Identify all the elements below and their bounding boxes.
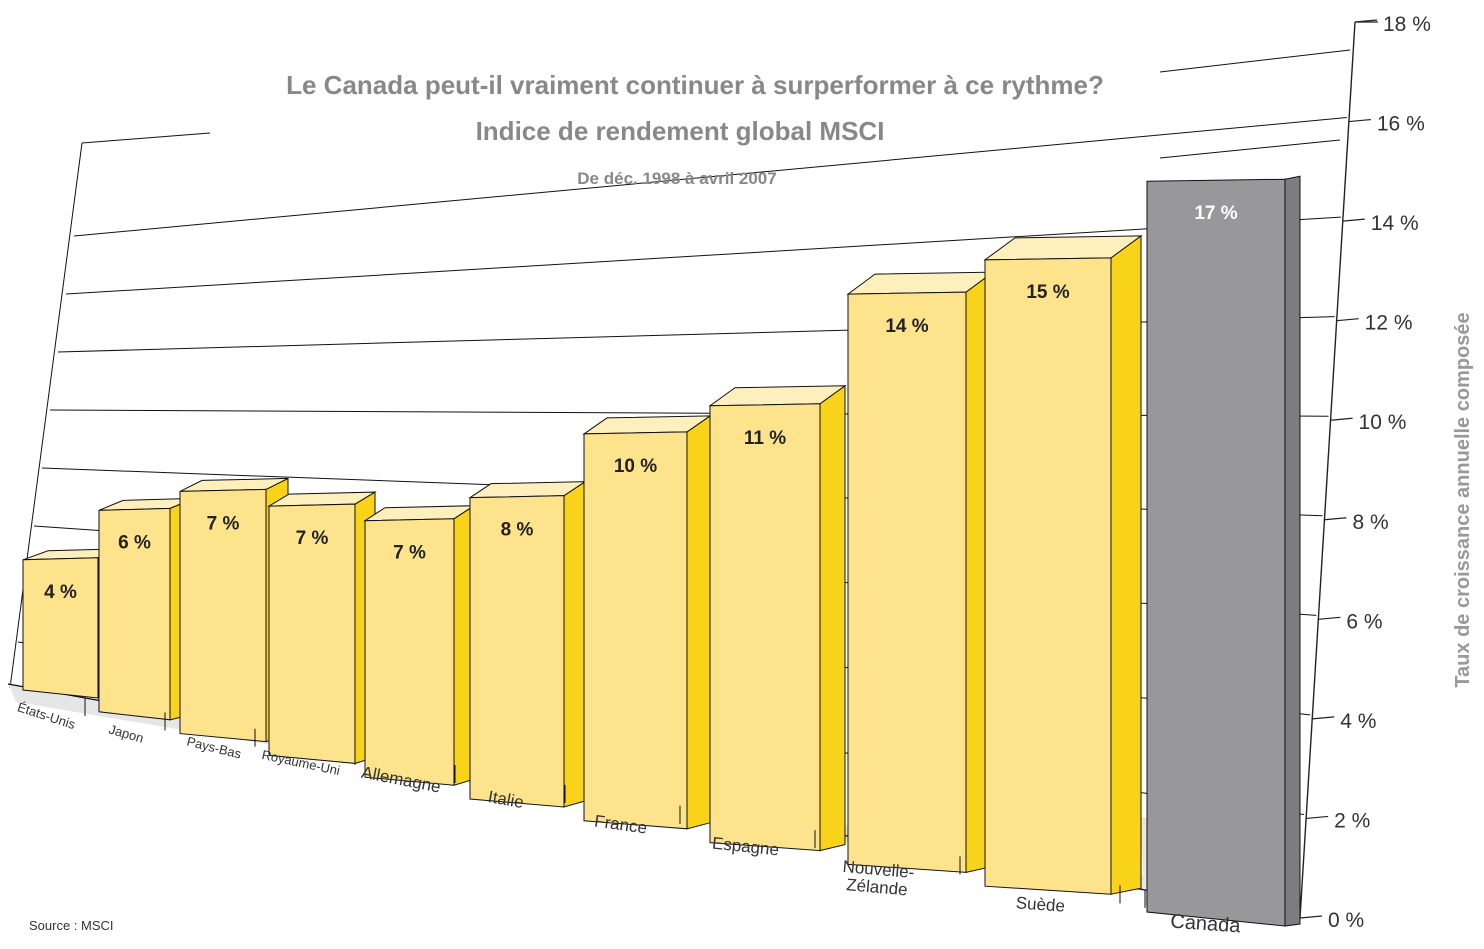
- y-tick-mark: [1336, 318, 1359, 322]
- bar-Nouvelle-Zélande: 14 %: [846, 271, 995, 874]
- bar-front: [469, 495, 565, 808]
- y-tick-mark: [1342, 218, 1365, 222]
- bar-front: [179, 488, 267, 743]
- y-tick-label: 2 %: [1334, 809, 1370, 832]
- x-category-label: Suède: [1015, 893, 1065, 915]
- x-category-label: Nouvelle-Zélande: [840, 857, 915, 900]
- bar-front: [583, 431, 688, 830]
- bar-value-label: 7 %: [207, 513, 240, 534]
- y-tick-mark: [1330, 417, 1353, 421]
- x-category-label: Japon: [107, 722, 145, 746]
- gridline: [73, 117, 1347, 237]
- y-axis: 0 % 2 % 4 % 6 % 8 % 10 % 12 % 14 % 16 % 18 %: [1299, 13, 1431, 932]
- bar-side: [1110, 234, 1142, 895]
- gridline: [81, 132, 211, 144]
- bar-front: [22, 557, 99, 699]
- y-axis-title: Taux de croissance annuelle composée: [1452, 312, 1474, 687]
- bar-value-label: 14 %: [885, 316, 928, 337]
- bar-Canada: 17 %: [1146, 175, 1301, 927]
- y-tick-label: 18 %: [1383, 13, 1431, 36]
- bar-side: [819, 384, 846, 852]
- source-note: Source : MSCI: [29, 918, 114, 933]
- y-tick-label: 4 %: [1340, 710, 1376, 733]
- bar-value-label: 10 %: [614, 456, 657, 477]
- bar-front: [1146, 178, 1286, 927]
- bar-value-label: 7 %: [393, 543, 426, 564]
- chart-period: De déc. 1998 à avril 2007: [577, 169, 776, 188]
- bar-value-label: 11 %: [744, 428, 786, 449]
- bar-value-label: 4 %: [44, 582, 77, 603]
- y-axis-line: [1299, 21, 1356, 919]
- bar-value-label: 17 %: [1194, 203, 1237, 224]
- y-tick-label: 6 %: [1346, 610, 1382, 633]
- chart-header: Le Canada peut-il vraiment continuer à s…: [286, 70, 1104, 188]
- left-wall-edge: [9, 142, 83, 689]
- y-tick-label: 16 %: [1377, 113, 1425, 136]
- bar-Espagne: 11 %: [708, 384, 847, 852]
- x-category-label: Canada: [1170, 911, 1242, 938]
- bar-side: [563, 480, 586, 808]
- y-tick-label: 12 %: [1365, 312, 1413, 335]
- gridline: [1159, 139, 1341, 159]
- gridline: [57, 316, 1335, 353]
- bar-front: [364, 518, 455, 786]
- y-tick-mark: [1312, 716, 1335, 720]
- bar-Royaume-Uni: 7 %: [267, 491, 377, 765]
- bar-value-label: 7 %: [296, 528, 329, 549]
- bar-side: [1284, 175, 1301, 927]
- y-tick-mark: [1318, 616, 1341, 620]
- chart-subtitle: Indice de rendement global MSCI: [476, 116, 885, 146]
- bars: 4 % 6 % 7 % 7 % 7 % 8 % 10 % 11 % 14 % 15 % 17 %: [22, 175, 1301, 927]
- gridline: [1159, 49, 1351, 73]
- bar-Italie: 8 %: [468, 480, 587, 808]
- y-tick-label: 10 %: [1359, 411, 1407, 434]
- y-tick-mark: [1306, 815, 1329, 820]
- y-tick-mark: [1354, 19, 1378, 23]
- y-tick-mark: [1324, 517, 1347, 521]
- y-tick-mark: [1299, 915, 1323, 919]
- bar-side: [686, 414, 711, 830]
- bar-France: 10 %: [582, 414, 712, 830]
- bar-front: [847, 291, 967, 873]
- y-tick-label: 8 %: [1352, 511, 1388, 534]
- y-tick-mark: [1348, 118, 1371, 123]
- bar-front: [98, 507, 171, 721]
- y-tick-label: 14 %: [1371, 212, 1419, 235]
- bar-value-label: 6 %: [118, 532, 151, 553]
- y-tick-label: 0 %: [1328, 909, 1364, 932]
- gridline: [65, 216, 1341, 295]
- bar-Allemagne: 7 %: [363, 504, 476, 786]
- bar-value-label: 8 %: [501, 520, 534, 541]
- bar-Suède: 15 %: [983, 234, 1143, 895]
- bar-front: [984, 257, 1112, 895]
- bar-front: [709, 403, 821, 852]
- bar-value-label: 15 %: [1026, 282, 1069, 303]
- chart-title: Le Canada peut-il vraiment continuer à s…: [286, 70, 1104, 100]
